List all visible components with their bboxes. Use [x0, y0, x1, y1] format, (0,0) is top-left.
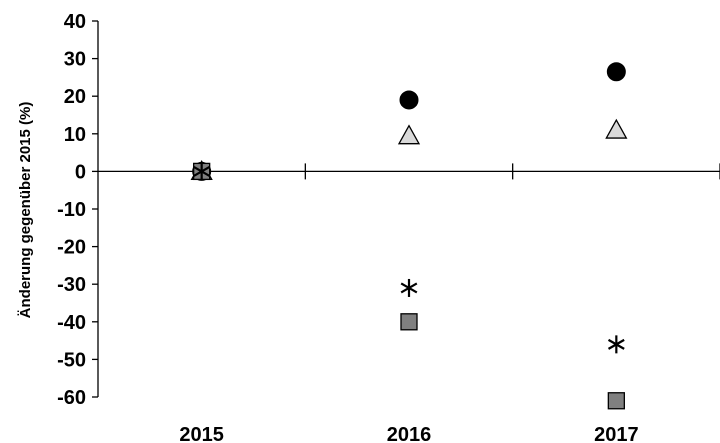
y-tick-label: -40	[57, 312, 86, 334]
marker-asterisk	[400, 278, 418, 297]
y-tick-label: -60	[57, 387, 86, 409]
y-tick-label: -20	[57, 237, 86, 259]
asterisk-stroke	[400, 282, 418, 294]
marker-asterisk	[607, 335, 625, 354]
x-tick-label: 2015	[179, 424, 224, 443]
y-tick-label: -30	[57, 274, 86, 296]
marker-asterisk	[193, 162, 211, 181]
tick-labels: 40 30 20 10 0 -10 -20 -30 -40 -50 -60 2015 2016 2017	[57, 11, 638, 443]
axes	[92, 20, 720, 398]
asterisk-stroke	[607, 338, 625, 350]
marker-triangle	[397, 124, 421, 145]
marker-circle	[399, 90, 419, 110]
y-tick-label: 20	[64, 86, 86, 108]
y-tick-label: 40	[64, 11, 86, 33]
y-tick-label: -50	[57, 349, 86, 371]
y-tick-label: -10	[57, 199, 86, 221]
y-tick-label: 10	[64, 124, 86, 146]
marker-square	[607, 392, 625, 410]
y-tick-label: 0	[75, 161, 86, 183]
y-tick-label: 30	[64, 49, 86, 71]
marker-triangle	[605, 118, 628, 139]
x-tick-label: 2016	[387, 424, 432, 443]
marker-circle	[606, 62, 626, 82]
y-axis-title: Änderung gegenüber 2015 (%)	[17, 102, 34, 319]
marker-square	[400, 313, 418, 331]
x-tick-label: 2017	[594, 424, 639, 443]
data-markers	[190, 62, 628, 410]
asterisk-stroke	[193, 165, 211, 177]
